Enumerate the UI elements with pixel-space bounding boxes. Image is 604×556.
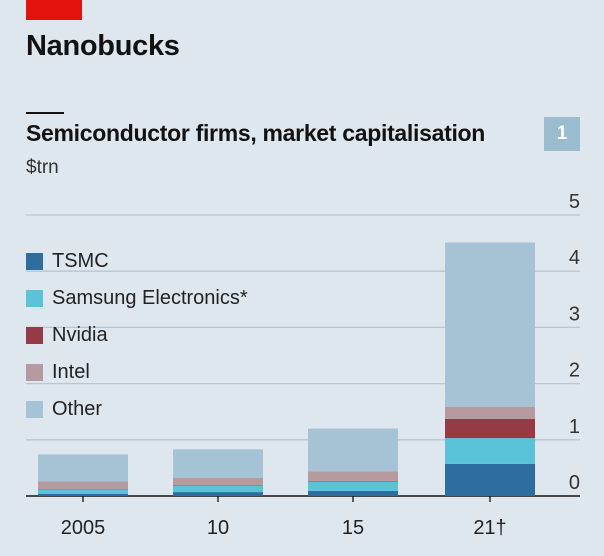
legend-swatch-tsmc (26, 253, 43, 270)
legend-label-nvidia: Nvidia (52, 324, 108, 346)
legend-item-other: Other (26, 391, 248, 428)
legend-swatch-nvidia (26, 327, 43, 344)
legend-label-intel: Intel (52, 361, 90, 383)
bar-15-tsmc (308, 490, 398, 496)
y-tick-label-0: 0 (569, 472, 580, 494)
legend-swatch-intel (26, 364, 43, 381)
legend: TSMC Samsung Electronics* Nvidia Intel O… (26, 243, 248, 428)
bar-21-tsmc (445, 463, 535, 496)
bar-2005-intel (38, 481, 128, 490)
bar-15-other (308, 428, 398, 472)
bar-21-nvidia (445, 419, 535, 439)
bar-21-samsung (445, 438, 535, 464)
legend-item-nvidia: Nvidia (26, 317, 248, 354)
legend-label-samsung: Samsung Electronics* (52, 287, 248, 309)
bar-15-intel (308, 471, 398, 482)
y-tick-label-4: 4 (569, 247, 580, 269)
legend-swatch-samsung (26, 290, 43, 307)
legend-label-other: Other (52, 398, 103, 420)
y-tick-label-5: 5 (569, 191, 580, 213)
bar-2005-other (38, 454, 128, 482)
brand-red-tag (26, 0, 82, 20)
legend-item-samsung: Samsung Electronics* (26, 280, 248, 317)
y-tick-label-2: 2 (569, 360, 580, 382)
bar-21-other (445, 242, 535, 407)
x-tick-label-0: 2005 (61, 517, 106, 539)
legend-item-intel: Intel (26, 354, 248, 391)
bar-21-intel (445, 406, 535, 420)
bar-10-tsmc (173, 492, 263, 496)
x-tick-label-2: 15 (342, 517, 364, 539)
title-rule (26, 112, 64, 114)
legend-swatch-other (26, 401, 43, 418)
chart-number-badge: 1 (544, 117, 580, 151)
y-tick-label-1: 1 (569, 416, 580, 438)
bar-10-samsung (173, 485, 263, 493)
chart-title: Semiconductor firms, market capitalisati… (26, 120, 486, 146)
bar-15-nvidia (308, 481, 398, 482)
bar-10-nvidia (173, 485, 263, 486)
bar-10-intel (173, 478, 263, 486)
x-tick-label-3: 21† (473, 517, 506, 539)
bar-10-other (173, 449, 263, 479)
bar-2005-nvidia (38, 489, 128, 490)
y-tick-label-3: 3 (569, 303, 580, 325)
legend-item-tsmc: TSMC (26, 243, 248, 280)
bar-15-samsung (308, 481, 398, 491)
legend-label-tsmc: TSMC (52, 250, 109, 272)
bar-2005-tsmc (38, 493, 128, 496)
bar-2005-samsung (38, 489, 128, 494)
headline: Nanobucks (26, 30, 180, 62)
x-tick-label-1: 10 (207, 517, 229, 539)
chart-unit: $trn (26, 157, 59, 178)
